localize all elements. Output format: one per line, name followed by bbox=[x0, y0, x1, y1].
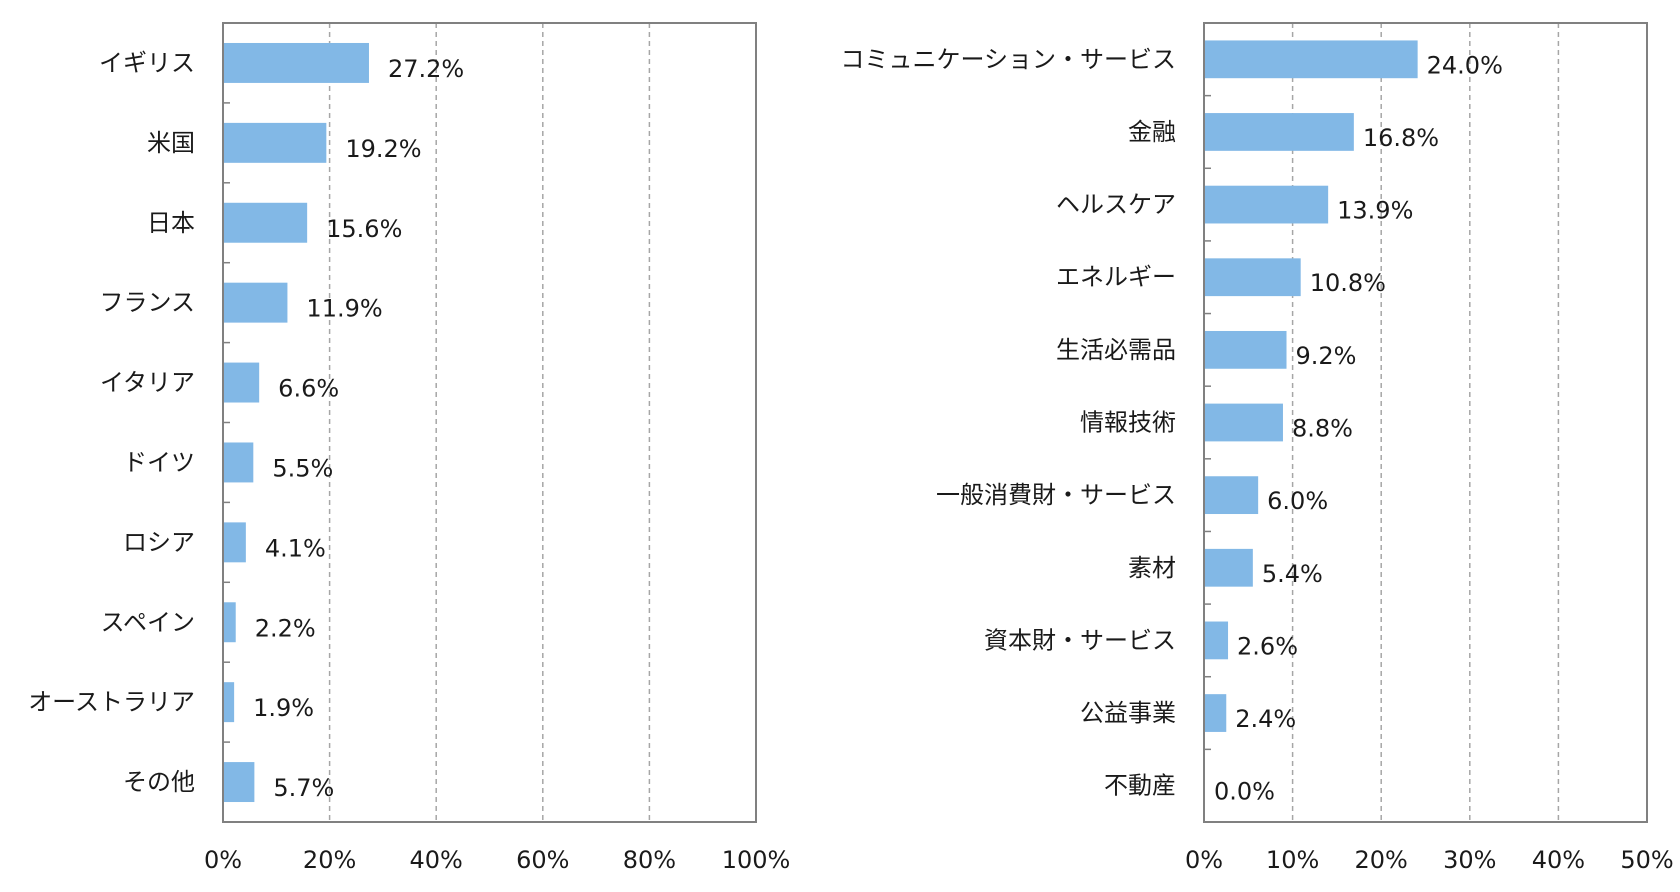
category-label: スペイン bbox=[101, 608, 195, 636]
bar bbox=[1205, 330, 1287, 369]
bar bbox=[224, 522, 246, 563]
x-tick-label: 100% bbox=[722, 846, 791, 874]
data-label: 0.0% bbox=[1214, 778, 1275, 806]
category-label: ロシア bbox=[123, 528, 195, 556]
bar bbox=[224, 442, 254, 483]
data-label: 9.2% bbox=[1296, 342, 1357, 370]
category-label: イタリア bbox=[100, 369, 195, 397]
data-label: 6.0% bbox=[1267, 487, 1328, 515]
category-label: ドイツ bbox=[123, 448, 195, 476]
x-tick-label: 50% bbox=[1620, 846, 1673, 874]
category-label: 公益事業 bbox=[1080, 699, 1176, 727]
x-tick-label: 20% bbox=[1355, 846, 1408, 874]
x-tick-label: 60% bbox=[516, 846, 569, 874]
x-tick-label: 10% bbox=[1266, 846, 1319, 874]
x-tick-label: 0% bbox=[1185, 846, 1223, 874]
x-tick-label: 30% bbox=[1443, 846, 1496, 874]
data-label: 27.2% bbox=[388, 55, 464, 83]
sector-allocation-chart: コミュニケーション・サービス 24.0% 金融 16.8% ヘルスケア 13.9% エネルギ… bbox=[840, 22, 1674, 874]
category-label: コミュニケーション・サービス bbox=[840, 45, 1176, 73]
data-label: 15.6% bbox=[326, 215, 402, 243]
category-label: 日本 bbox=[147, 209, 195, 237]
category-label: 米国 bbox=[147, 129, 195, 157]
data-label: 1.9% bbox=[253, 694, 314, 722]
bar bbox=[1205, 476, 1259, 515]
data-label: 11.9% bbox=[306, 295, 382, 323]
bar bbox=[224, 602, 236, 643]
x-tick-label: 40% bbox=[410, 846, 463, 874]
bar bbox=[224, 762, 255, 803]
bar bbox=[224, 362, 260, 403]
category-label: オーストラリア bbox=[28, 688, 195, 716]
data-label: 24.0% bbox=[1427, 51, 1503, 79]
data-label: 19.2% bbox=[345, 135, 421, 163]
data-label: 2.4% bbox=[1235, 705, 1296, 733]
bar bbox=[224, 682, 235, 723]
x-tick-label: 40% bbox=[1532, 846, 1585, 874]
data-label: 5.5% bbox=[272, 454, 333, 482]
category-label: その他 bbox=[123, 768, 195, 796]
country-allocation-chart: イギリス 27.2% 米国 19.2% 日本 15.6% フランス 11.9% イタリア 6.6%… bbox=[28, 22, 791, 874]
bar bbox=[1205, 113, 1354, 151]
data-label: 2.6% bbox=[1237, 632, 1298, 660]
category-label: フランス bbox=[99, 289, 195, 317]
category-label: 素材 bbox=[1128, 554, 1176, 582]
plot-frame bbox=[1203, 22, 1648, 823]
data-label: 6.6% bbox=[278, 375, 339, 403]
bar bbox=[1205, 548, 1253, 587]
data-label: 4.1% bbox=[265, 534, 326, 562]
data-label: 16.8% bbox=[1363, 124, 1439, 152]
category-label: ヘルスケア bbox=[1056, 191, 1176, 219]
category-label: エネルギー bbox=[1056, 263, 1176, 291]
bar bbox=[224, 122, 327, 163]
bar bbox=[224, 202, 308, 243]
category-label: 不動産 bbox=[1104, 772, 1176, 800]
category-label: 金融 bbox=[1128, 118, 1176, 146]
category-label: 生活必需品 bbox=[1056, 336, 1176, 364]
data-label: 13.9% bbox=[1337, 197, 1413, 225]
category-label: 一般消費財・サービス bbox=[936, 481, 1176, 509]
data-label: 2.2% bbox=[255, 614, 316, 642]
x-tick-label: 80% bbox=[623, 846, 676, 874]
x-tick-label: 20% bbox=[303, 846, 356, 874]
data-label: 5.4% bbox=[1262, 560, 1323, 588]
category-label: イギリス bbox=[99, 49, 195, 77]
data-label: 5.7% bbox=[273, 774, 334, 802]
bar bbox=[1205, 185, 1329, 224]
bar bbox=[224, 282, 288, 323]
data-label: 8.8% bbox=[1292, 415, 1353, 443]
x-tick-label: 0% bbox=[204, 846, 242, 874]
bar bbox=[1205, 40, 1418, 79]
bar bbox=[1205, 403, 1283, 442]
data-label: 10.8% bbox=[1310, 269, 1386, 297]
bar bbox=[224, 42, 369, 83]
bar bbox=[1205, 258, 1301, 297]
category-label: 情報技術 bbox=[1080, 409, 1176, 437]
category-label: 資本財・サービス bbox=[984, 626, 1176, 654]
bar bbox=[1205, 694, 1227, 732]
bar bbox=[1205, 621, 1229, 660]
